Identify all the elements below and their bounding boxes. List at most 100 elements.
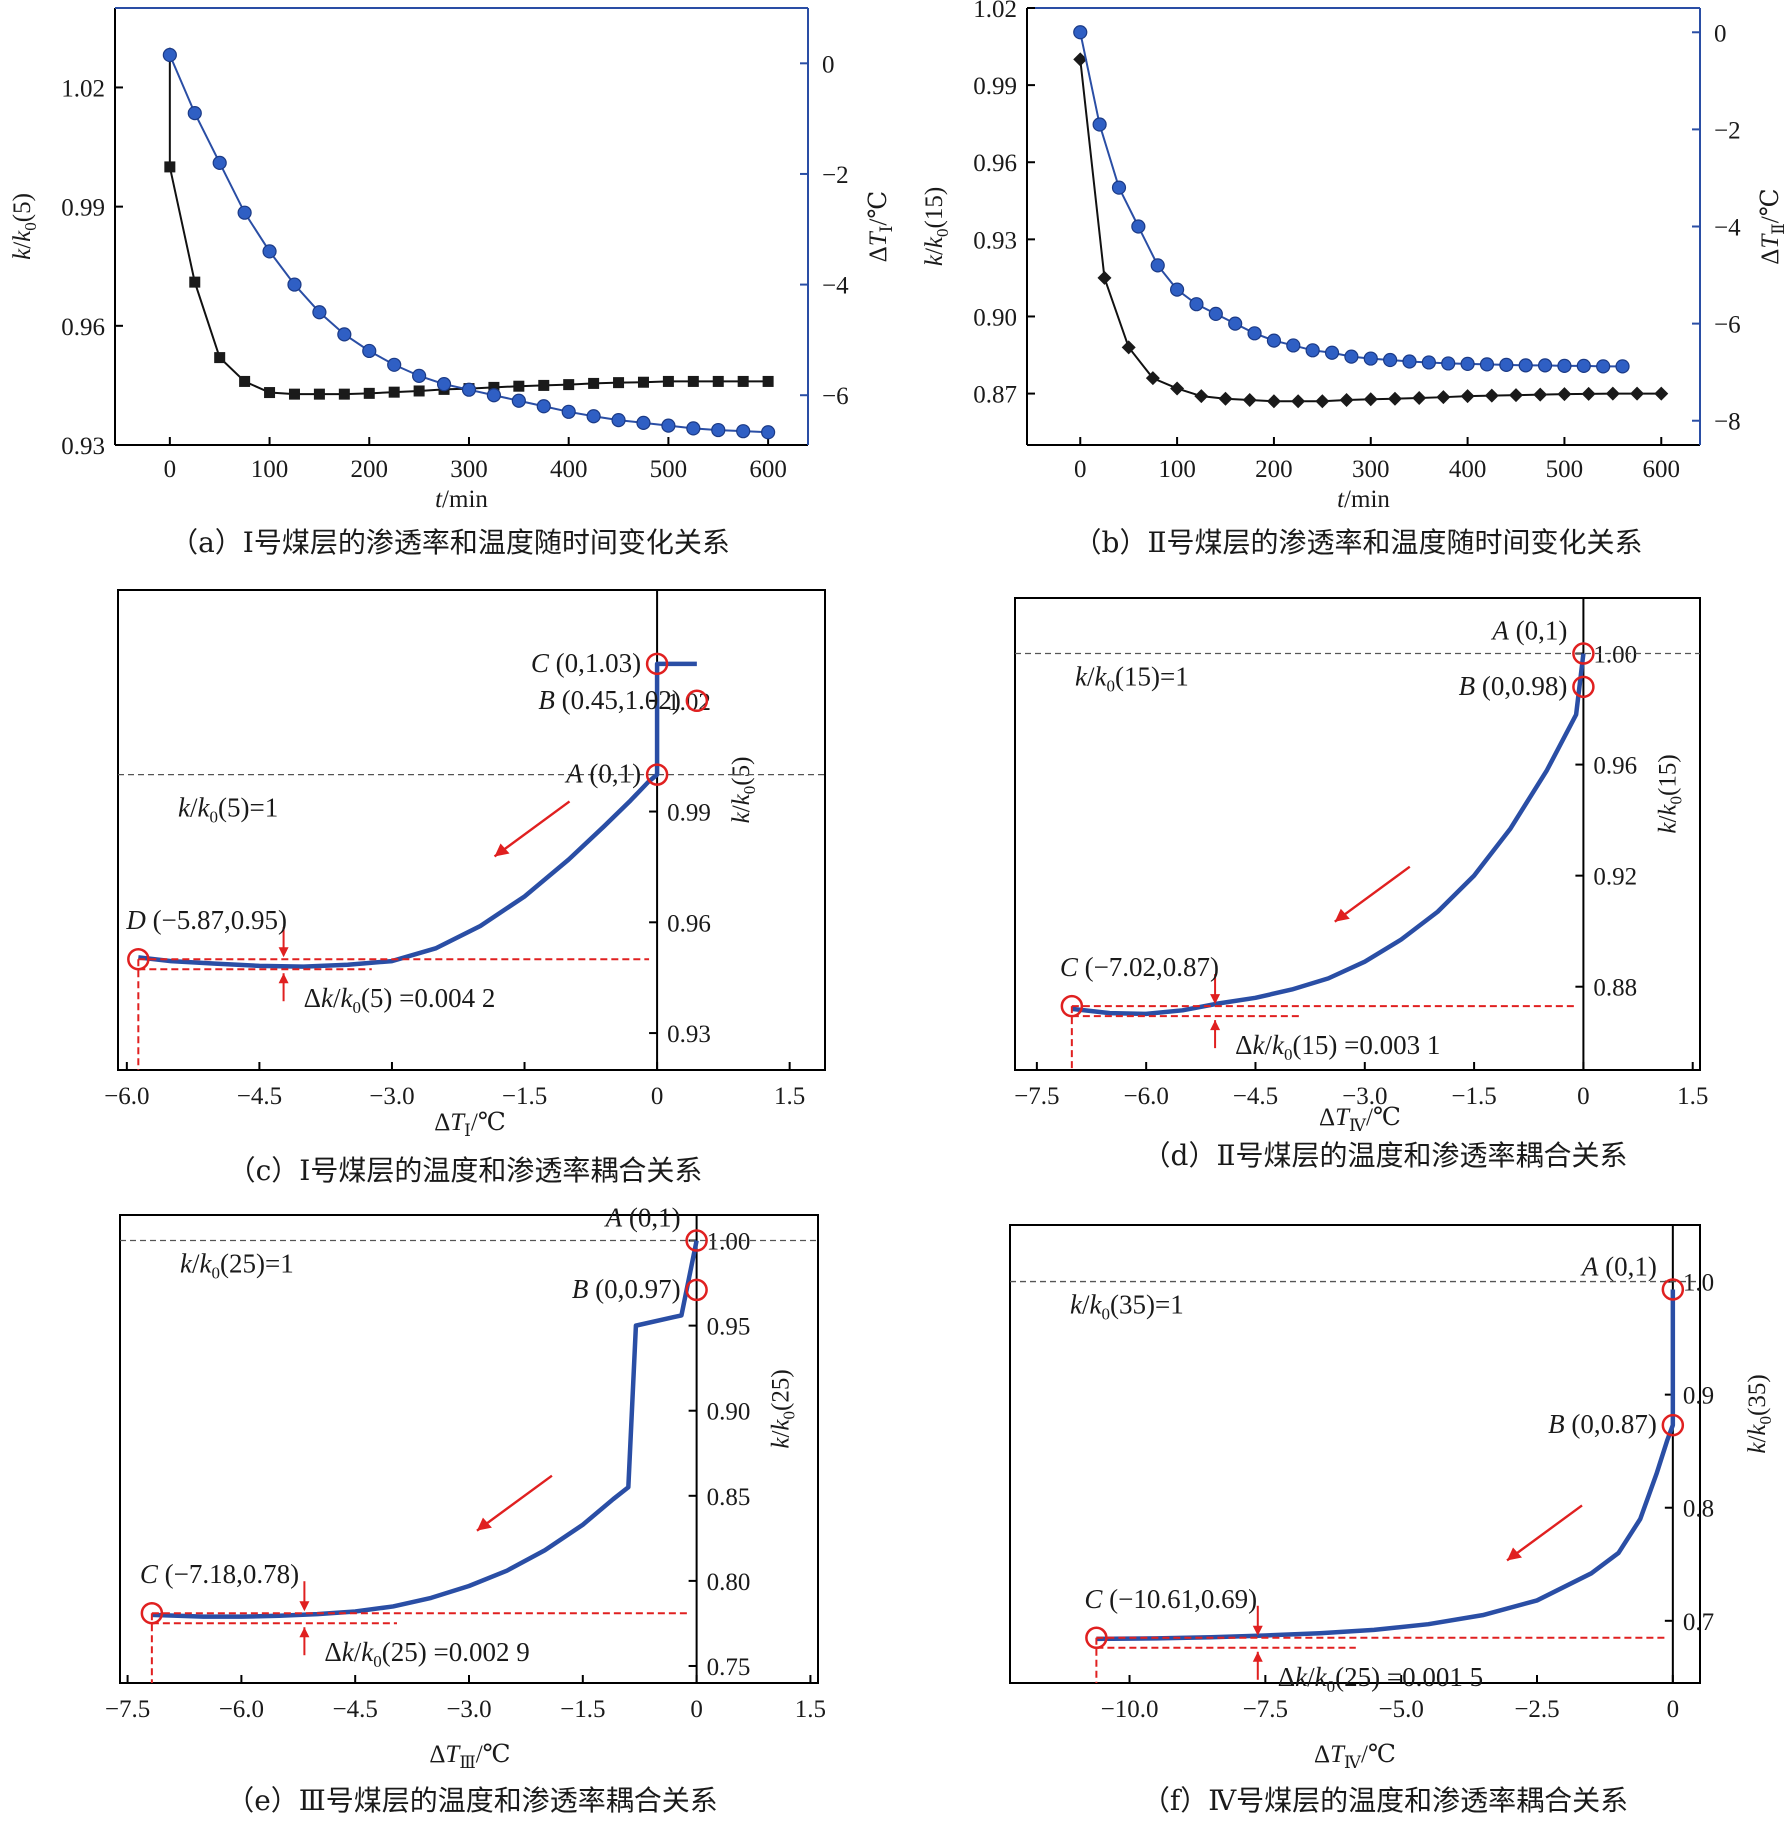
data-point bbox=[214, 352, 226, 364]
data-point bbox=[563, 379, 575, 391]
data-point bbox=[1218, 391, 1233, 406]
reference-label: k/k0(25)=1 bbox=[180, 1249, 294, 1283]
data-point bbox=[388, 386, 400, 398]
x-tick-label: 600 bbox=[1643, 456, 1681, 483]
data-point bbox=[1121, 340, 1136, 355]
point-label-D: D (−5.87,0.95) bbox=[125, 905, 287, 935]
x-tick-label: −1.5 bbox=[1451, 1083, 1496, 1110]
data-point bbox=[711, 422, 726, 438]
x-tick-label: 0 bbox=[1074, 456, 1087, 483]
data-point bbox=[1533, 387, 1548, 402]
series-line-1 bbox=[168, 47, 769, 396]
x-tick-label: 400 bbox=[1449, 456, 1487, 483]
caption: （a）Ⅰ号煤层的渗透率和温度随时间变化关系 bbox=[170, 526, 730, 559]
y2-tick-label: 0 bbox=[1714, 20, 1727, 47]
point-label-C: C (−7.18,0.78) bbox=[140, 1559, 299, 1589]
data-point bbox=[637, 376, 649, 388]
y2-tick-label: −2 bbox=[1714, 117, 1741, 144]
y2-tick-label: −6 bbox=[1714, 312, 1741, 339]
y2-tick-label: 0 bbox=[822, 51, 835, 78]
trend-arrow-head bbox=[1507, 1547, 1523, 1561]
data-point bbox=[363, 387, 375, 399]
data-point bbox=[1339, 393, 1354, 408]
x-tick-label: 0 bbox=[651, 1083, 664, 1110]
data-point bbox=[661, 418, 676, 433]
caption: （b）Ⅱ号煤层的渗透率和温度随时间变化关系 bbox=[1074, 526, 1643, 559]
data-point bbox=[1228, 316, 1243, 331]
series-line-1 bbox=[1079, 59, 1662, 403]
y2-tick-label: −4 bbox=[1714, 215, 1741, 242]
x-tick-label: 500 bbox=[1546, 456, 1584, 483]
point-marker-A bbox=[1572, 642, 1595, 665]
data-point bbox=[1615, 359, 1630, 374]
y-tick-label: 0.75 bbox=[707, 1654, 751, 1681]
data-point bbox=[538, 379, 550, 391]
delta-arrow-head bbox=[299, 1601, 310, 1612]
x-tick-label: 600 bbox=[749, 456, 787, 483]
delta-arrow-head bbox=[278, 947, 289, 958]
x-tick-label: 300 bbox=[450, 456, 488, 483]
y-tick-label: 0.90 bbox=[973, 304, 1017, 331]
data-point bbox=[1145, 371, 1160, 386]
y-tick-label: 0.88 bbox=[1593, 975, 1637, 1002]
data-point bbox=[1518, 358, 1533, 373]
x-tick-label: 0 bbox=[1667, 1696, 1680, 1723]
trend-arrow bbox=[1506, 1504, 1583, 1562]
x-tick-label: 400 bbox=[550, 456, 588, 483]
point-marker-B bbox=[685, 1278, 708, 1302]
data-point bbox=[237, 205, 252, 220]
y2-axis-label: ΔTⅠ/℃ bbox=[865, 191, 896, 263]
data-point bbox=[413, 385, 425, 397]
delta-arrow-head bbox=[299, 1627, 310, 1638]
trend-arrow bbox=[1334, 865, 1411, 923]
x-tick-label: −6.0 bbox=[1123, 1083, 1168, 1110]
data-point bbox=[536, 399, 551, 414]
delta-label: Δk/k0(5) =0.004 2 bbox=[304, 983, 496, 1017]
caption: （f）Ⅳ号煤层的温度和渗透率耦合关系 bbox=[1142, 1784, 1628, 1817]
y2-tick-label: −6 bbox=[822, 383, 849, 410]
series-line-2 bbox=[168, 54, 769, 434]
delta-arrow-head bbox=[1252, 1625, 1263, 1636]
data-point bbox=[187, 106, 202, 121]
y-tick-label: 1.00 bbox=[707, 1229, 751, 1256]
data-point bbox=[313, 388, 325, 400]
point-label-B: B (0,0.98) bbox=[1459, 671, 1568, 701]
data-point bbox=[1073, 52, 1088, 67]
data-point bbox=[1344, 349, 1359, 364]
y-axis-label: k/k0(5) bbox=[728, 757, 759, 824]
data-point bbox=[1499, 357, 1514, 372]
data-point bbox=[1169, 282, 1185, 297]
data-point bbox=[586, 409, 601, 424]
trend-arrow-head bbox=[494, 843, 510, 857]
data-point bbox=[513, 380, 525, 392]
data-point bbox=[362, 343, 377, 359]
plot-frame bbox=[117, 589, 826, 1071]
x-tick-label: −1.5 bbox=[502, 1083, 547, 1110]
y-tick-label: 0.96 bbox=[61, 314, 105, 341]
point-marker-D bbox=[127, 947, 150, 971]
x-tick-label: 1.5 bbox=[795, 1696, 826, 1723]
reference-label: k/k0(15)=1 bbox=[1075, 662, 1189, 696]
data-point bbox=[189, 276, 201, 288]
y-tick-label: 0.99 bbox=[973, 73, 1017, 100]
data-point bbox=[239, 375, 251, 387]
data-point bbox=[1092, 117, 1107, 132]
x-tick-label: 100 bbox=[251, 456, 289, 483]
point-marker-A bbox=[1661, 1278, 1685, 1301]
point-marker-A bbox=[685, 1229, 708, 1252]
y-axis-label: k/k0(5) bbox=[9, 193, 40, 260]
data-point bbox=[1436, 390, 1451, 405]
x-tick-label: −10.0 bbox=[1101, 1696, 1159, 1723]
y-tick-label: 0.93 bbox=[61, 433, 105, 460]
data-point bbox=[1402, 354, 1417, 369]
y-tick-label: 0.9 bbox=[1683, 1383, 1714, 1410]
delta-arrow-head bbox=[1252, 1651, 1263, 1662]
chart-a: 0 100 200 300 400 500 600 0.93 0.96 0.99 1.02 0 −2 −4… bbox=[9, 7, 896, 559]
y-tick-label: 0.95 bbox=[707, 1314, 751, 1341]
data-point bbox=[1131, 219, 1146, 234]
x-tick-label: −7.5 bbox=[105, 1696, 150, 1723]
data-point bbox=[486, 388, 502, 403]
data-point bbox=[1576, 358, 1591, 373]
y-tick-label: 0.93 bbox=[973, 227, 1017, 254]
y-axis-label: k/k0(15) bbox=[1654, 754, 1685, 833]
